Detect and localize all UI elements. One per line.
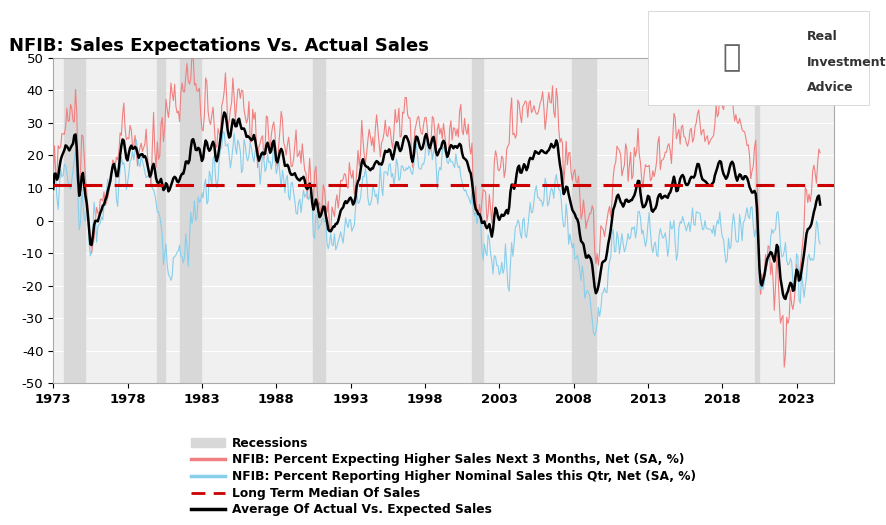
Text: Real: Real bbox=[806, 30, 837, 44]
Text: 🦅: 🦅 bbox=[722, 43, 740, 72]
Bar bbox=[65, 58, 85, 383]
Bar bbox=[313, 58, 324, 383]
Text: NFIB: Sales Expectations Vs. Actual Sales: NFIB: Sales Expectations Vs. Actual Sale… bbox=[9, 37, 428, 55]
Text: Investment: Investment bbox=[806, 56, 886, 69]
Bar bbox=[571, 58, 595, 383]
Bar bbox=[471, 58, 483, 383]
Legend: Recessions, NFIB: Percent Expecting Higher Sales Next 3 Months, Net (SA, %), NFI: Recessions, NFIB: Percent Expecting High… bbox=[188, 434, 698, 519]
Bar bbox=[754, 58, 758, 383]
Bar bbox=[157, 58, 165, 383]
Bar bbox=[179, 58, 200, 383]
Text: Advice: Advice bbox=[806, 81, 853, 94]
